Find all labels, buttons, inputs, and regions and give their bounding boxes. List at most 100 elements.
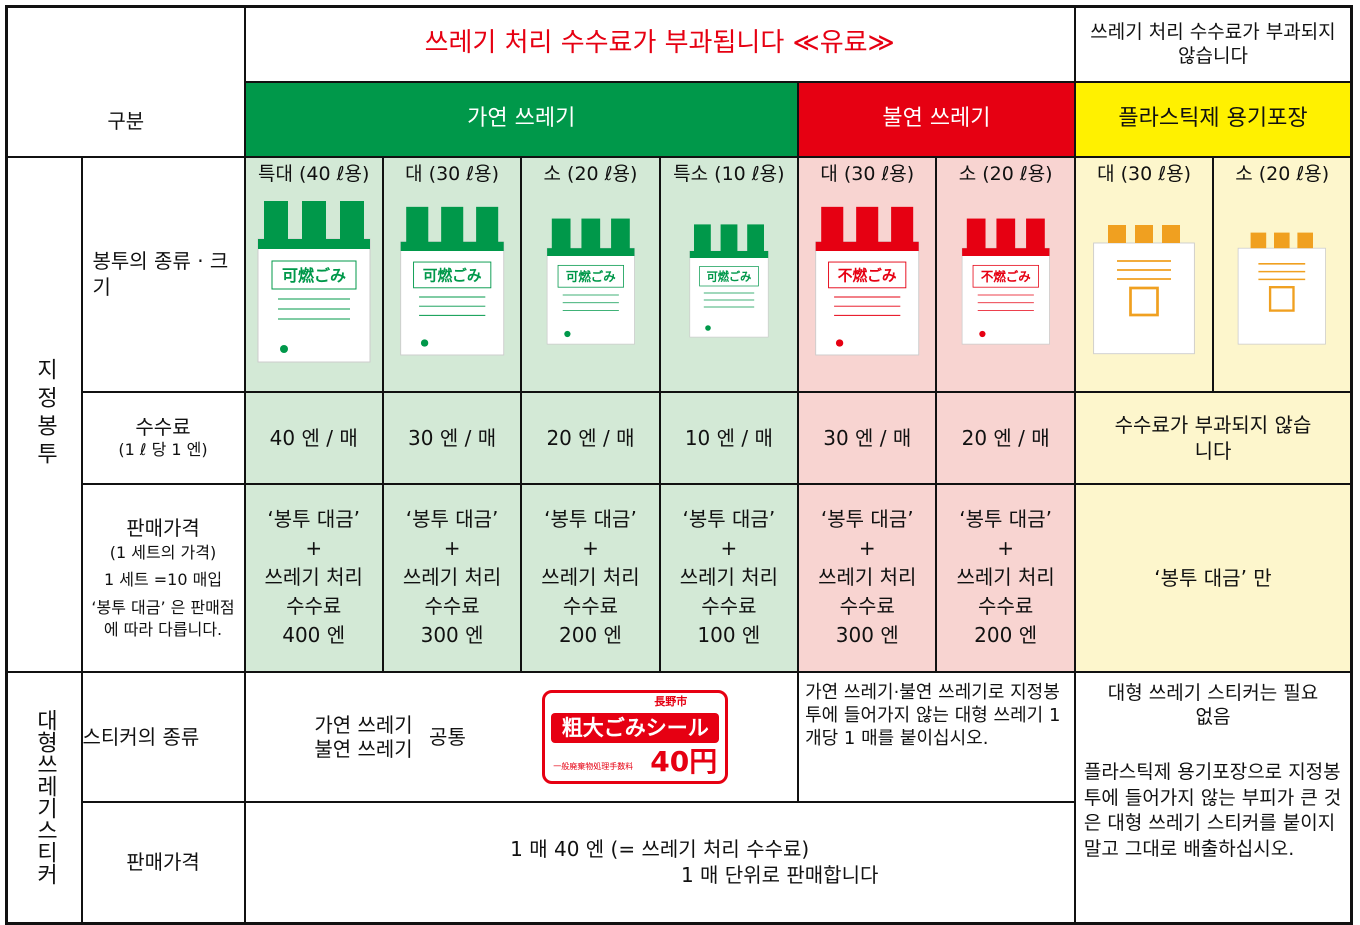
price-line: 쓰레기 처리: [264, 565, 363, 589]
bag-logo: [563, 330, 571, 337]
sticker-price: 40円: [650, 745, 718, 779]
bag-size: 특대 (40 ℓ용): [258, 162, 370, 185]
bag-logo: [279, 344, 288, 353]
bag-body: [546, 247, 635, 345]
bag-tab: [441, 207, 464, 244]
bag-tab: [406, 207, 429, 244]
category: 불연 쓰레기: [797, 80, 1076, 158]
price-line: ‘봉투 대금’: [405, 507, 499, 531]
plastic-price: ‘봉투 대금’ 만: [1073, 482, 1353, 673]
bag-mark: 不燃ごみ: [981, 269, 1031, 284]
price-line: +: [443, 536, 461, 560]
bag-image-box: [1076, 186, 1212, 376]
category-label-text: 구분: [107, 108, 145, 133]
bag-size: 소 (20 ℓ용): [1235, 162, 1330, 185]
price-line: 쓰레기 처리: [541, 565, 640, 589]
price-line: ‘봉투 대금’: [544, 507, 637, 531]
bag-image-box: 可燃ごみ: [661, 186, 797, 376]
bag-tab: [1162, 224, 1181, 243]
bag-body: [961, 247, 1050, 345]
plastic-sticker-detail: 플라스틱제 용기포장으로 지정봉투에 들어가지 않는 부피가 큰 것은 대형 쓰…: [1083, 760, 1342, 860]
sticker-cell: 가연 쓰레기 불연 쓰레기 공통 長野市 粗大ごみシール 一般廃棄物処理手数料 4…: [243, 670, 800, 803]
price: ‘봉투 대금’ + 쓰레기 처리 수수료 200 엔: [935, 482, 1076, 673]
sticker-unit: 1 매 단위로 판매합니다: [680, 863, 879, 888]
bag-cell: 특소 (10 ℓ용) 可燃ごみ: [658, 155, 800, 393]
price-line: ‘봉투 대금’: [820, 507, 914, 531]
price-line: 수수료: [839, 594, 895, 618]
bag-icon: [1269, 285, 1296, 312]
free-title: 쓰레기 처리 수수료가 부과되지 않습니다: [1073, 5, 1353, 83]
sticker-name: 粗大ごみシール: [551, 712, 720, 743]
price-line: ‘봉투 대금’: [959, 507, 1052, 531]
bag-image: [1093, 224, 1195, 355]
price-line: ‘봉투 대금’: [267, 507, 361, 531]
bag-size: 대 (30 ℓ용): [405, 162, 500, 185]
bag-cell: 대 (30 ℓ용): [1073, 155, 1215, 393]
price-line: 수수료: [701, 594, 757, 618]
bag-label-box: [828, 261, 907, 289]
bag-body: [257, 238, 371, 363]
price-line: 쓰레기 처리: [402, 565, 502, 589]
bag-logo: [420, 339, 429, 347]
bag-band: [257, 238, 370, 249]
paid-title: 쓰레기 처리 수수료가 부과됩니다 ≪유료≫: [243, 5, 1076, 83]
bag-image-box: 不燃ごみ: [937, 186, 1073, 376]
bag-image: 可燃ごみ: [257, 200, 371, 363]
price-line: +: [582, 536, 599, 560]
bag-band: [815, 242, 919, 252]
bag-size: 대 (30 ℓ용): [820, 162, 915, 185]
price-line: 100 엔: [697, 623, 761, 647]
bag-logo: [979, 330, 986, 337]
price-line: 수수료: [562, 594, 619, 618]
bag-tab: [1250, 232, 1267, 249]
price-line: 쓰레기 처리: [818, 565, 917, 589]
bag-body: [689, 251, 769, 338]
bag-body: [815, 241, 920, 356]
bag-cell: 소 (20 ℓ용) 可燃ごみ: [520, 155, 661, 393]
section-label-text: 지정봉투: [32, 358, 58, 470]
sticker-image: 長野市 粗大ごみシール 一般廃棄物処理手数料 40円: [542, 689, 729, 784]
shop-note: ‘봉투 대금’ 은 판매점에 따라 다릅니다.: [91, 598, 235, 639]
fee: 40 엔 / 매: [243, 390, 384, 485]
bag-tab: [1274, 232, 1290, 249]
price-line: +: [858, 536, 876, 560]
bag-logo: [835, 339, 844, 347]
sticker-common: 공통: [429, 724, 466, 749]
bag-mark: 可燃ごみ: [706, 270, 751, 284]
bag-size: 소 (20 ℓ용): [543, 162, 638, 185]
price-line: 수수료: [286, 594, 342, 618]
bag-image: 可燃ごみ: [689, 224, 769, 338]
fee: 20 엔 / 매: [520, 390, 661, 485]
bag-label-box: [699, 266, 759, 287]
set-note: 1 세트 =10 매입: [103, 570, 223, 590]
bag-cell: 소 (20 ℓ용): [1212, 155, 1353, 393]
price-line: 400 엔: [282, 623, 346, 647]
bag-band: [689, 251, 769, 259]
bag-table: 구분 쓰레기 처리 수수료가 부과됩니다 ≪유료≫ 쓰레기 처리 수수료가 부과…: [5, 5, 1354, 925]
bag-image: 可燃ごみ: [546, 218, 635, 345]
sticker-kind: 가연 쓰레기: [314, 712, 413, 737]
bag-label-box: [412, 261, 492, 289]
plastic-sticker: 대형 쓰레기 스티커는 필요 없음 플라스틱제 용기포장으로 지정봉투에 들어가…: [1073, 670, 1353, 925]
category: 플라스틱제 용기포장: [1073, 80, 1353, 158]
price-line: ‘봉투 대금’: [682, 507, 776, 531]
bag-tab: [1025, 218, 1045, 250]
bag-tab: [693, 224, 711, 253]
price-line: 수수료: [424, 594, 480, 618]
bag-image-box: 不燃ごみ: [799, 186, 935, 376]
row-label: 스티커의 종류: [80, 670, 246, 803]
bag-image: 可燃ごみ: [400, 207, 505, 356]
bag-cell: 소 (20 ℓ용) 不燃ごみ: [935, 155, 1076, 393]
category: 가연 쓰레기: [243, 80, 800, 158]
bag-logo: [705, 325, 711, 332]
section-label: 지정봉투: [5, 155, 83, 673]
bag-image-box: 可燃ごみ: [246, 186, 382, 376]
bag-tab: [856, 207, 879, 244]
bag-tab: [1108, 224, 1127, 243]
bag-tab: [966, 218, 986, 250]
sticker-kind: 불연 쓰레기: [314, 736, 413, 761]
bag-tab: [551, 218, 571, 250]
price-line: 300 엔: [420, 623, 484, 647]
bag-mark: 不燃ごみ: [838, 267, 897, 285]
